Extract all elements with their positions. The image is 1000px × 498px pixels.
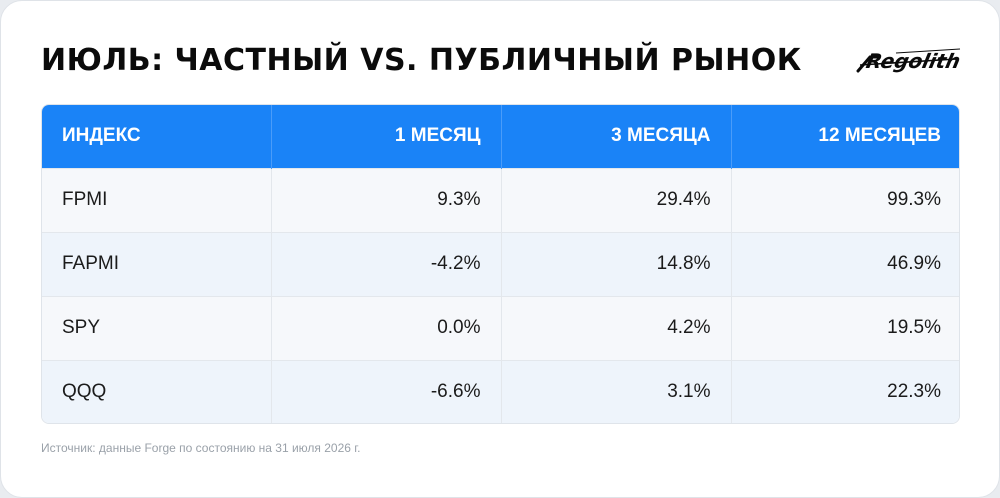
table-cell-index: FPMI [42, 167, 272, 232]
svg-text:Regolith: Regolith [864, 49, 963, 73]
column-header-index: ИНДЕКС [42, 105, 272, 168]
table-row: FAPMI -4.2% 14.8% 46.9% [42, 231, 959, 296]
table-cell-12-months: 19.5% [731, 295, 959, 360]
regolith-logo: Regolith [856, 48, 963, 73]
table-header-row: ИНДЕКС 1 МЕСЯЦ 3 МЕСЯЦА 12 МЕСЯЦЕВ [42, 105, 959, 168]
table-row: QQQ -6.6% 3.1% 22.3% [42, 359, 959, 423]
source-note: Источник: данные Forge по состоянию на 3… [41, 441, 361, 455]
table-row: SPY 0.0% 4.2% 19.5% [42, 295, 959, 360]
table-cell-3-months: 29.4% [501, 167, 732, 232]
table-cell-index: QQQ [42, 359, 272, 423]
column-header-12-months: 12 МЕСЯЦЕВ [731, 105, 959, 168]
table-cell-12-months: 46.9% [731, 231, 959, 296]
page-title: ИЮЛЬ: ЧАСТНЫЙ VS. ПУБЛИЧНЫЙ РЫНОК [41, 43, 802, 78]
table-row: FPMI 9.3% 29.4% 99.3% [42, 167, 959, 232]
table-cell-1-month: -4.2% [271, 231, 502, 296]
table-cell-12-months: 99.3% [731, 167, 959, 232]
table-cell-index: FAPMI [42, 231, 272, 296]
returns-table: ИНДЕКС 1 МЕСЯЦ 3 МЕСЯЦА 12 МЕСЯЦЕВ FPMI … [41, 104, 960, 424]
table-cell-12-months: 22.3% [731, 359, 959, 423]
table-cell-1-month: 9.3% [271, 167, 502, 232]
table-cell-3-months: 3.1% [501, 359, 732, 423]
table-cell-3-months: 14.8% [501, 231, 732, 296]
column-header-3-months: 3 МЕСЯЦА [501, 105, 732, 168]
table-cell-3-months: 4.2% [501, 295, 732, 360]
table-cell-1-month: -6.6% [271, 359, 502, 423]
table-cell-index: SPY [42, 295, 272, 360]
table-cell-1-month: 0.0% [271, 295, 502, 360]
column-header-1-month: 1 МЕСЯЦ [271, 105, 502, 168]
